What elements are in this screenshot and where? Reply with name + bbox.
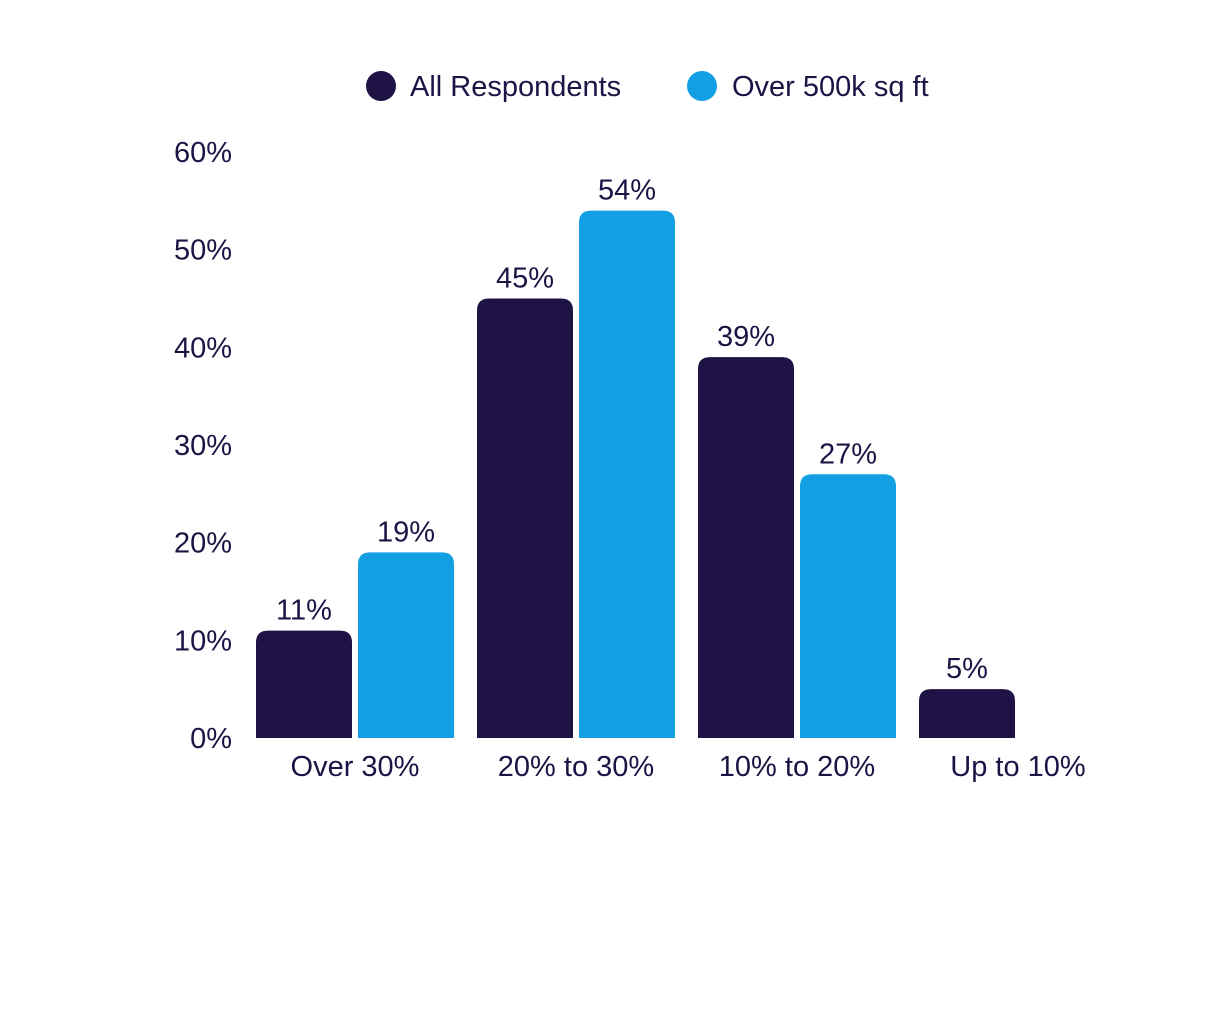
bar-value-label: 11% [276,595,332,627]
bar-all-respondents-1 [477,298,573,738]
bar-all-respondents-0 [256,630,352,738]
bar-over-500k-2 [800,474,896,738]
y-tick-label: 50% [174,235,232,267]
bar-value-label: 45% [496,263,554,295]
bar-value-label: 39% [717,321,775,353]
legend-label-all-respondents: All Respondents [410,71,621,103]
bar-all-respondents-2 [698,357,794,738]
bar-value-label: 27% [819,438,877,470]
bars [256,210,1015,739]
y-tick-label: 60% [174,137,232,169]
bar-all-respondents-3 [919,689,1015,738]
legend-swatch-over-500k-sq-ft [687,71,717,101]
y-tick-label: 40% [174,332,232,364]
x-category-label: 10% to 20% [719,751,875,783]
bar-over-500k-0 [358,552,454,738]
bar-value-label: 54% [598,175,656,207]
x-category-label: Up to 10% [950,751,1085,783]
legend-label-over-500k-sq-ft: Over 500k sq ft [732,71,929,103]
y-tick-label: 20% [174,528,232,560]
y-tick-label: 30% [174,430,232,462]
legend-swatch-all-respondents [366,71,396,101]
y-tick-label: 10% [174,625,232,657]
y-axis: 0% 10% 20% 30% 40% 50% 60% [174,137,232,755]
y-tick-label: 0% [190,723,232,755]
value-labels: 11% 19% 45% 54% 39% 27% 5% [276,175,988,686]
bar-value-label: 5% [946,653,988,685]
x-category-label: 20% to 30% [498,751,654,783]
bar-value-label: 19% [377,516,435,548]
bar-over-500k-1 [579,210,675,739]
x-axis: Over 30% 20% to 30% 10% to 20% Up to 10% [291,751,1086,783]
legend: All Respondents Over 500k sq ft [366,71,929,103]
x-category-label: Over 30% [291,751,420,783]
